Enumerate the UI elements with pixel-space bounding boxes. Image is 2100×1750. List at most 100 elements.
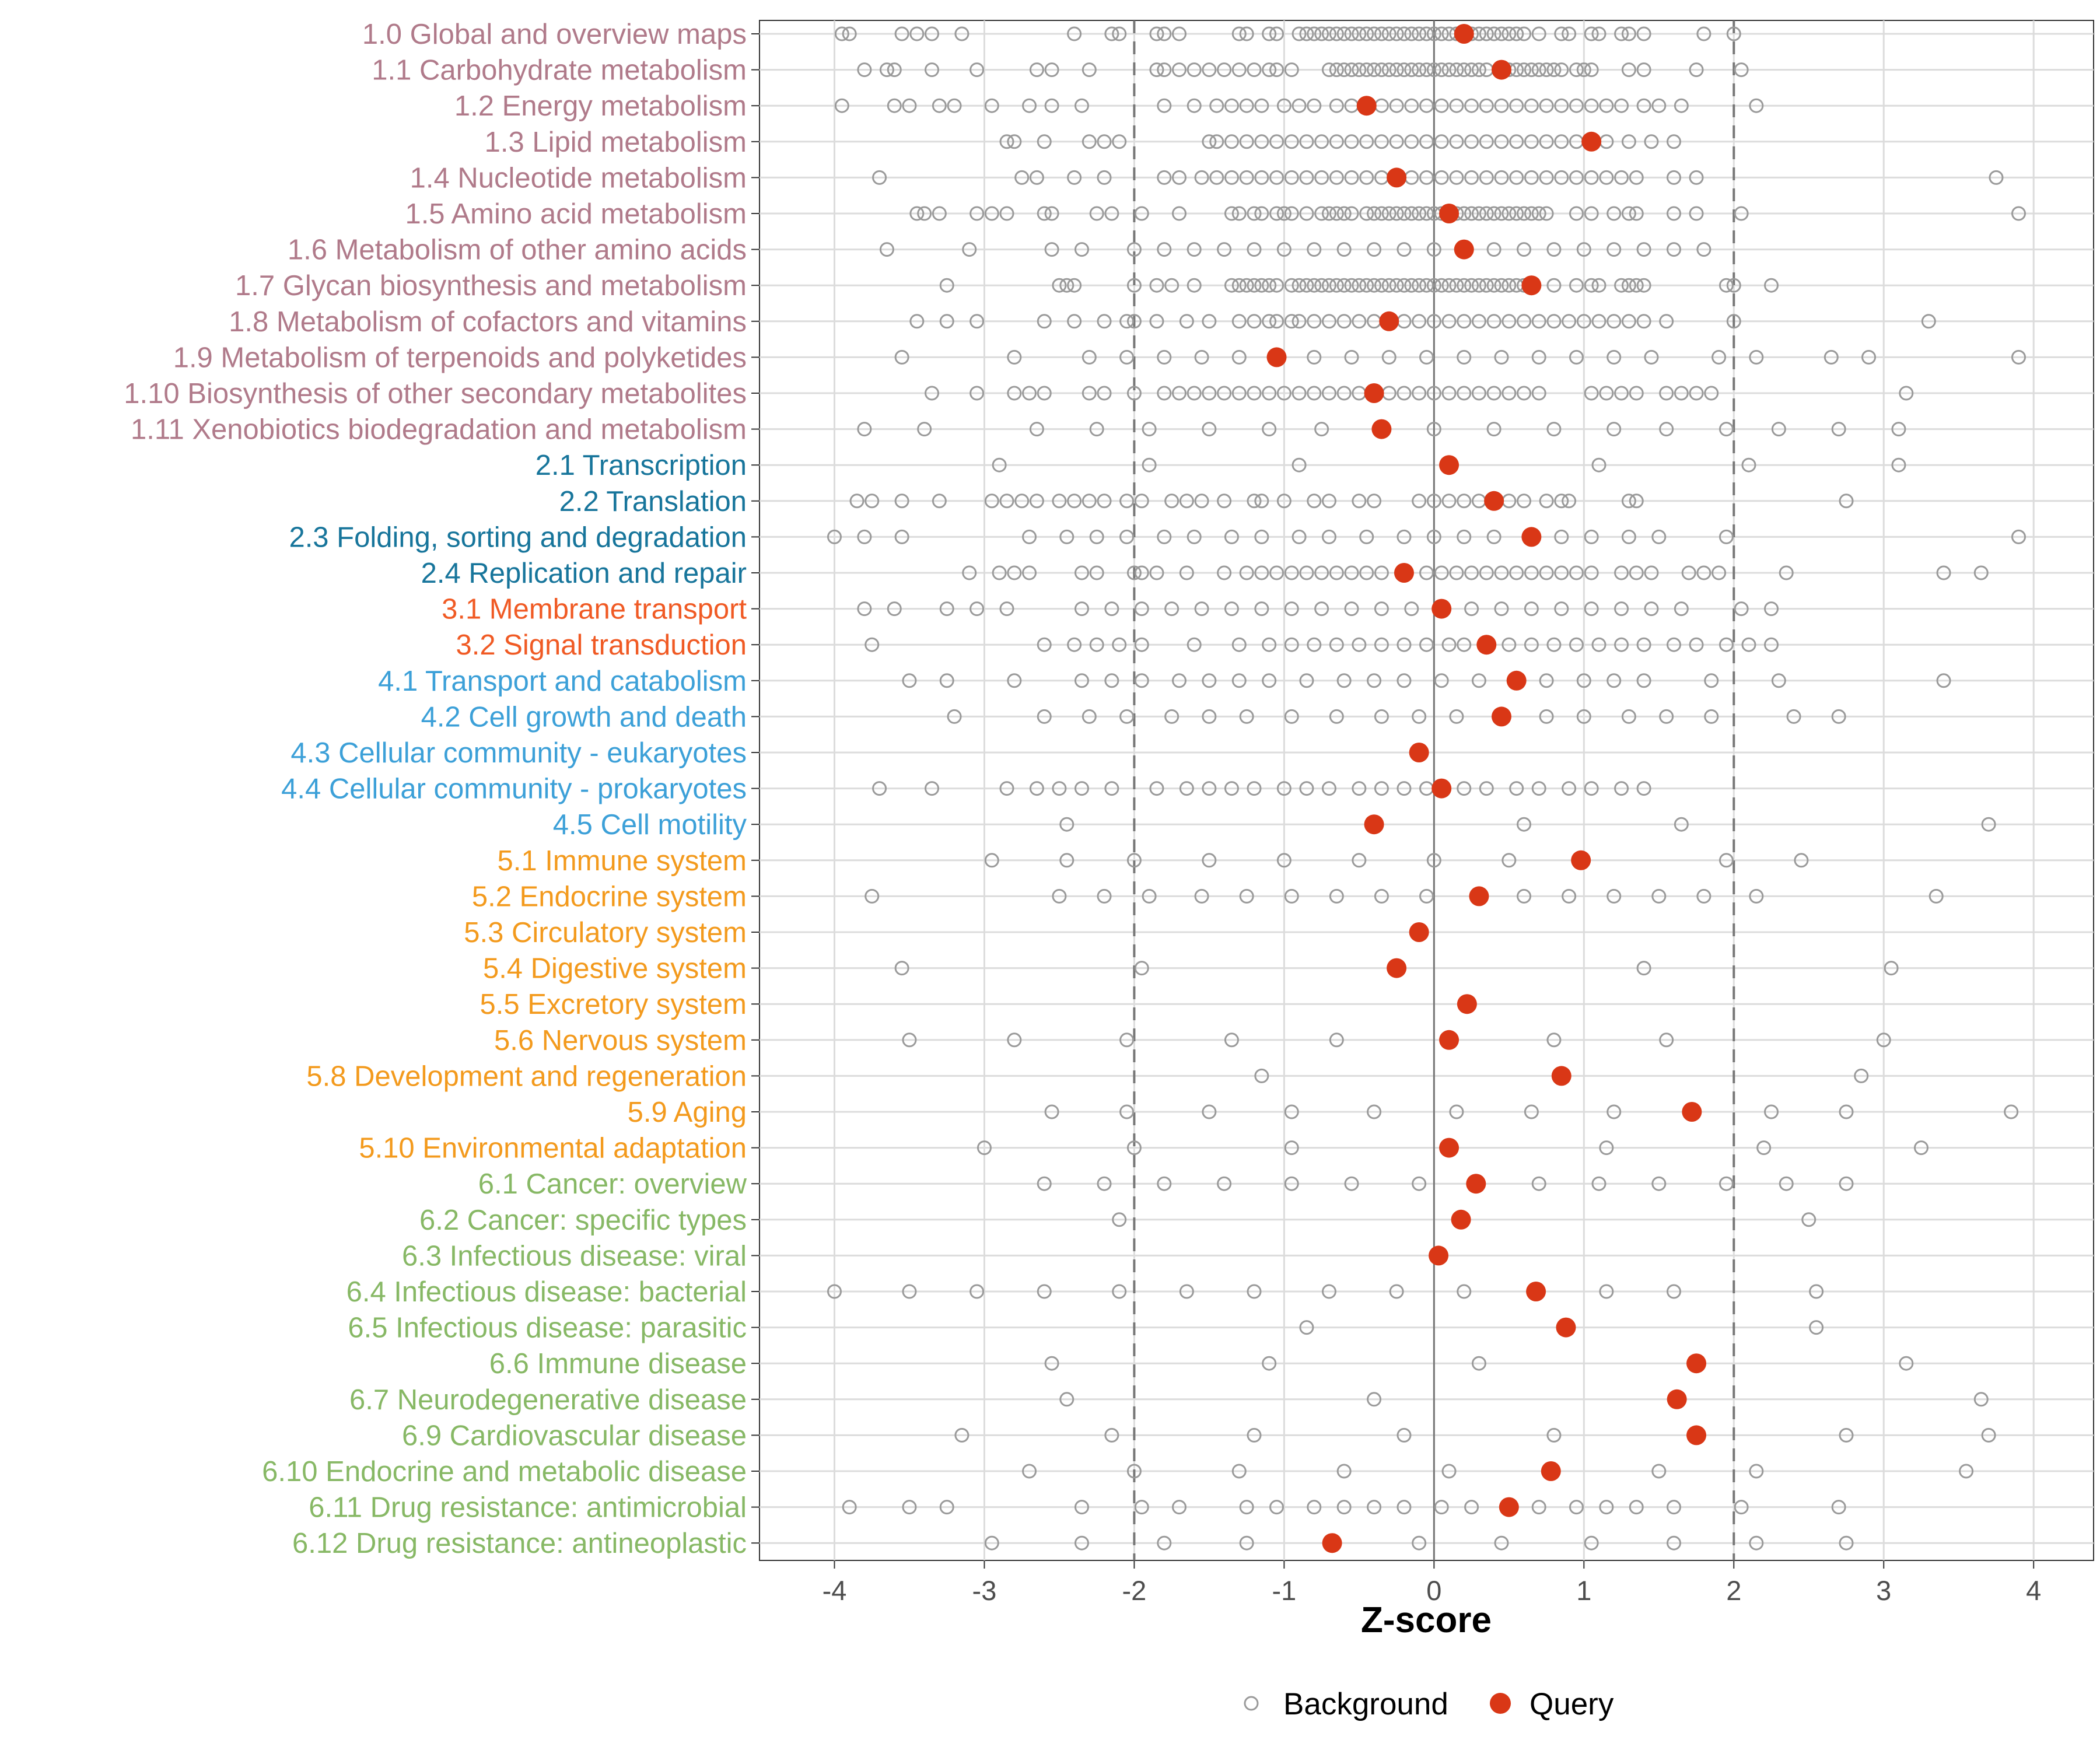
background-point (1449, 1104, 1464, 1119)
background-point (1419, 62, 1434, 78)
background-point (1359, 206, 1374, 221)
background-point (1546, 422, 1562, 437)
category-labels: 1.0 Global and overview maps 1.1 Carbohyd… (124, 19, 760, 1559)
background-point (1441, 386, 1457, 401)
background-point (1839, 494, 1854, 509)
background-point (1164, 494, 1180, 509)
background-point (1517, 206, 1532, 221)
background-point (1329, 278, 1344, 293)
query-point (1409, 743, 1429, 762)
background-point (977, 1140, 992, 1156)
background-point (1689, 206, 1704, 221)
background-point (1464, 206, 1479, 221)
background-point (1486, 314, 1502, 329)
category-label: 1.7 Glycan biosynthesis and metabolism (235, 270, 747, 302)
background-point (902, 1032, 917, 1048)
query-point (1371, 419, 1392, 439)
background-point (1262, 386, 1277, 401)
background-point (1576, 62, 1591, 78)
background-point (1426, 62, 1441, 78)
query-point (1454, 24, 1474, 44)
background-point (1786, 709, 1801, 724)
background-point (1539, 62, 1554, 78)
background-point (1336, 1500, 1352, 1515)
background-point (1591, 278, 1606, 293)
background-point (1172, 62, 1187, 78)
category-label: 1.10 Biosynthesis of other secondary met… (124, 378, 747, 410)
background-point (999, 206, 1014, 221)
background-point (925, 781, 940, 796)
background-point (902, 1500, 917, 1515)
background-point (1546, 278, 1562, 293)
background-point (827, 529, 842, 544)
background-point (1194, 494, 1209, 509)
background-point (1179, 494, 1194, 509)
background-point (1134, 637, 1149, 652)
background-point (1119, 709, 1135, 724)
category-label: 4.5 Cell motility (553, 809, 747, 841)
background-point (1936, 565, 1951, 580)
background-point (1367, 62, 1382, 78)
background-point (1562, 314, 1577, 329)
background-point (1224, 529, 1239, 544)
background-point (1494, 26, 1509, 41)
background-point (984, 98, 999, 113)
background-point (1157, 386, 1172, 401)
background-point (1531, 781, 1546, 796)
background-point (1209, 134, 1224, 149)
background-point (1292, 529, 1307, 544)
background-point (1494, 134, 1509, 149)
panel-border (759, 20, 2094, 1561)
background-point (1584, 1535, 1599, 1550)
background-point (1546, 242, 1562, 257)
background-point (1029, 62, 1044, 78)
background-point (1307, 386, 1322, 401)
background-point (902, 673, 917, 688)
legend-query-marker (1490, 1693, 1511, 1714)
background-point (1659, 709, 1674, 724)
background-point (1239, 1535, 1254, 1550)
background-point (1396, 1500, 1412, 1515)
background-point (1231, 1464, 1247, 1479)
background-point (1389, 98, 1404, 113)
background-point (1569, 62, 1584, 78)
background-point (1186, 637, 1202, 652)
background-point (872, 170, 887, 185)
background-point (1704, 709, 1719, 724)
background-point (1104, 1427, 1119, 1443)
background-point (1052, 781, 1067, 796)
background-point (1112, 637, 1127, 652)
background-point (1704, 386, 1719, 401)
background-point (1434, 26, 1449, 41)
background-point (842, 1500, 857, 1515)
background-point (1374, 62, 1389, 78)
background-point (1052, 278, 1067, 293)
background-point (1517, 62, 1532, 78)
background-point (1149, 565, 1164, 580)
background-point (1554, 98, 1569, 113)
background-point (1771, 673, 1786, 688)
background-point (1464, 278, 1479, 293)
background-point (1209, 170, 1224, 185)
query-point (1506, 670, 1527, 691)
category-label: 3.1 Membrane transport (442, 594, 747, 625)
background-point (1517, 26, 1532, 41)
background-point (1531, 386, 1546, 401)
background-point (1067, 314, 1082, 329)
background-point (1284, 170, 1299, 185)
query-point (1454, 239, 1474, 260)
background-point (1119, 1104, 1135, 1119)
background-point (1389, 62, 1404, 78)
background-point (1404, 26, 1419, 41)
background-point (1479, 134, 1494, 149)
background-point (1614, 565, 1629, 580)
background-point (1412, 386, 1427, 401)
background-point (1352, 278, 1367, 293)
background-point (1276, 98, 1292, 113)
background-point (1636, 673, 1651, 688)
background-point (925, 26, 940, 41)
background-point (1292, 278, 1307, 293)
background-point (1554, 134, 1569, 149)
background-point (1891, 457, 1906, 473)
background-point (1636, 781, 1651, 796)
